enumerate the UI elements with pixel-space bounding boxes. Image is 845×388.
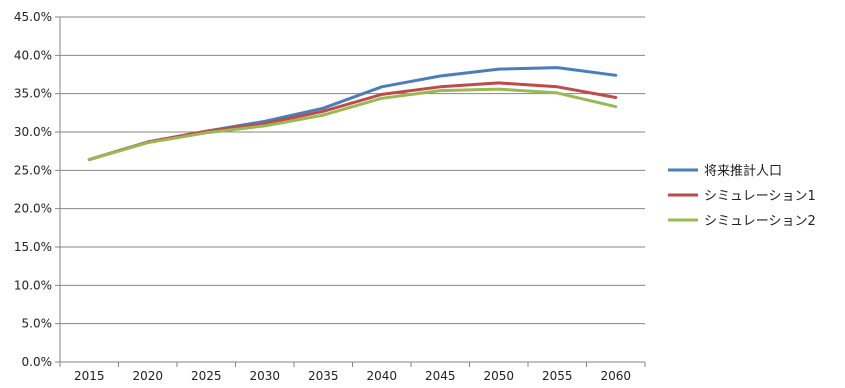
x-tick-label: 2020 (132, 369, 163, 383)
gridlines (60, 16, 645, 325)
x-tick-label: 2045 (425, 369, 456, 383)
y-tick-label: 10.0% (14, 278, 52, 292)
series-lines (87, 66, 618, 162)
y-tick-label: 20.0% (14, 202, 52, 216)
legend-label: シミュレーション2 (704, 214, 816, 229)
x-tick-label: 2030 (249, 369, 280, 383)
y-tick-label: 5.0% (22, 317, 53, 331)
y-tick-label: 30.0% (14, 125, 52, 139)
axes (55, 16, 646, 367)
y-tick-label: 25.0% (14, 163, 52, 177)
x-tick-label: 2035 (308, 369, 339, 383)
x-tick-label: 2055 (542, 369, 573, 383)
legend-label: 将来推計人口 (704, 163, 782, 179)
y-tick-label: 15.0% (14, 240, 52, 254)
x-axis-tick-labels: 2015 2020 2025 2030 2035 2040 2045 2050 2055 2060 (74, 369, 631, 383)
series-line-1 (87, 66, 618, 162)
legend-label: シミュレーション1 (704, 189, 816, 204)
y-axis-tick-labels: 0.0% 5.0% 10.0% 15.0% 20.0% 25.0% 30.0% 35.0% 40… (14, 10, 52, 369)
y-tick-label: 0.0% (22, 355, 53, 369)
y-tick-label: 45.0% (14, 10, 52, 24)
series-line-2 (87, 81, 618, 162)
series-line-3 (87, 87, 618, 162)
y-tick-label: 40.0% (14, 48, 52, 62)
y-tick-label: 35.0% (14, 87, 52, 101)
x-tick-label: 2040 (366, 369, 397, 383)
x-tick-label: 2025 (191, 369, 222, 383)
x-tick-label: 2060 (600, 369, 631, 383)
x-tick-label: 2050 (483, 369, 514, 383)
x-tick-label: 2015 (74, 369, 105, 383)
